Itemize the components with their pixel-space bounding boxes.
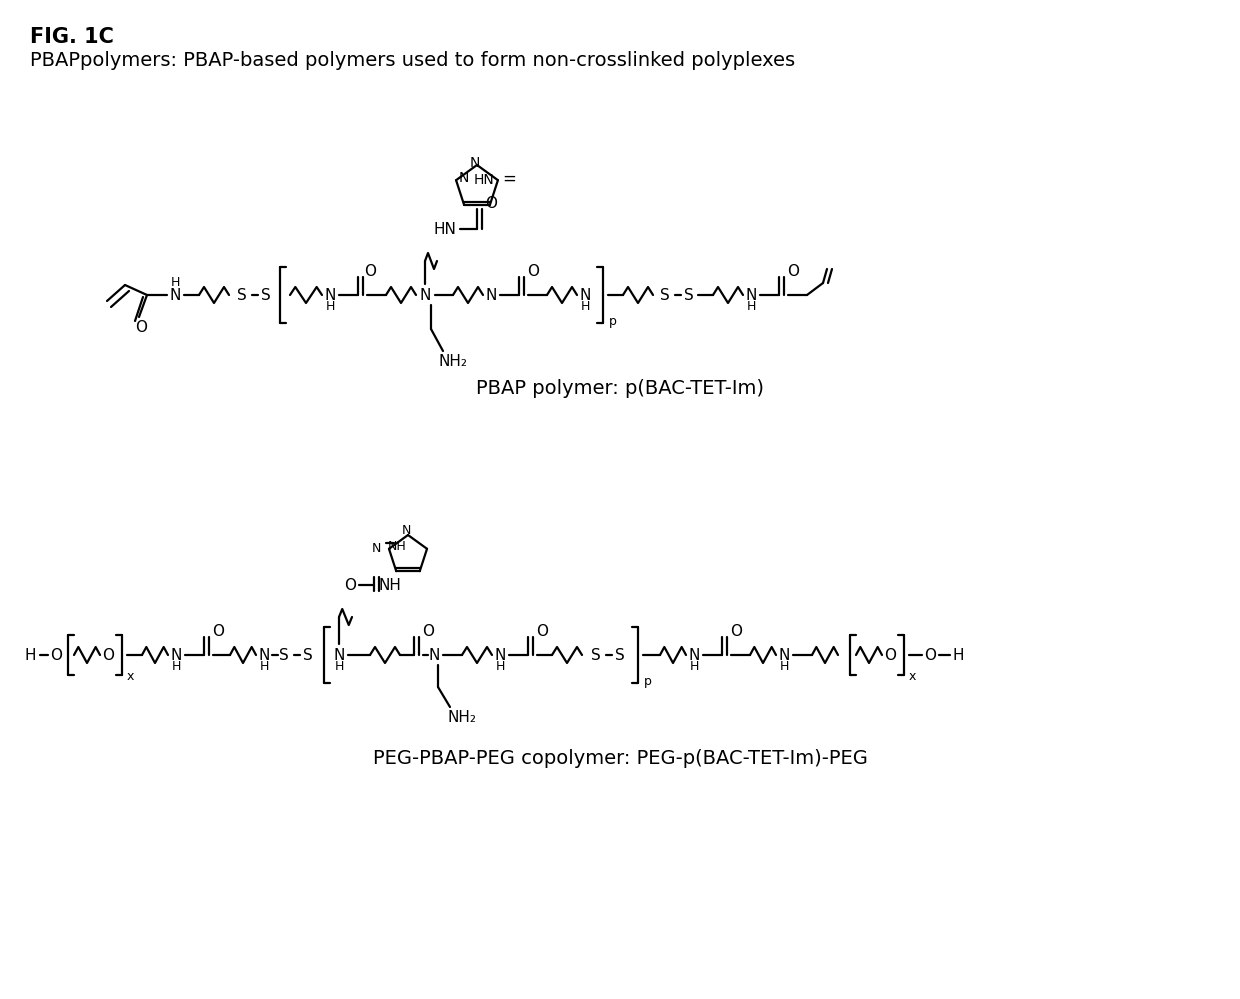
Text: N: N (325, 288, 336, 303)
Text: N: N (485, 288, 497, 303)
Text: NH: NH (378, 577, 402, 592)
Text: N: N (579, 288, 590, 303)
Text: NH₂: NH₂ (439, 354, 467, 369)
Text: N: N (334, 647, 345, 662)
Text: N: N (419, 288, 430, 303)
Text: N: N (428, 647, 440, 662)
Text: N: N (495, 647, 506, 662)
Text: FIG. 1C: FIG. 1C (30, 27, 114, 47)
Text: NH₂: NH₂ (448, 709, 476, 724)
Text: H: H (779, 660, 789, 673)
Text: O: O (884, 647, 897, 662)
Text: N: N (459, 171, 469, 185)
Text: O: O (536, 623, 548, 638)
Text: N: N (170, 647, 182, 662)
Text: H: H (580, 301, 590, 314)
Text: O: O (485, 196, 497, 211)
Text: H: H (170, 277, 180, 290)
Text: O: O (527, 264, 539, 279)
Text: N: N (170, 288, 181, 303)
Text: S: S (262, 288, 270, 303)
Text: O: O (422, 623, 434, 638)
Text: S: S (279, 647, 289, 662)
Text: N: N (688, 647, 699, 662)
Text: S: S (591, 647, 601, 662)
Text: S: S (615, 647, 625, 662)
Text: HN: HN (474, 173, 495, 187)
Text: H: H (746, 301, 755, 314)
Text: S: S (303, 647, 312, 662)
Text: PBAPpolymers: PBAP-based polymers used to form non-crosslinked polyplexes: PBAPpolymers: PBAP-based polymers used t… (30, 52, 795, 71)
Text: N: N (745, 288, 756, 303)
Text: O: O (50, 647, 62, 662)
Text: S: S (684, 288, 694, 303)
Text: O: O (730, 623, 742, 638)
Text: O: O (135, 320, 148, 335)
Text: =: = (502, 170, 516, 188)
Text: NH: NH (388, 540, 407, 553)
Text: N: N (402, 524, 410, 537)
Text: O: O (102, 647, 114, 662)
Text: H: H (495, 660, 505, 673)
Text: PBAP polymer: p(BAC-TET-Im): PBAP polymer: p(BAC-TET-Im) (476, 380, 764, 399)
Text: HN: HN (434, 222, 456, 237)
Text: H: H (171, 660, 181, 673)
Text: H: H (952, 647, 963, 662)
Text: p: p (609, 315, 618, 328)
Text: PEG-PBAP-PEG copolymer: PEG-p(BAC-TET-Im)-PEG: PEG-PBAP-PEG copolymer: PEG-p(BAC-TET-Im… (372, 749, 868, 768)
Text: H: H (335, 660, 343, 673)
Text: O: O (924, 647, 936, 662)
Text: p: p (644, 674, 652, 687)
Text: O: O (343, 577, 356, 592)
Text: H: H (325, 301, 335, 314)
Text: N: N (258, 647, 269, 662)
Text: x: x (126, 670, 134, 683)
Text: N: N (470, 156, 480, 170)
Text: H: H (689, 660, 698, 673)
Text: S: S (660, 288, 670, 303)
Text: O: O (212, 623, 224, 638)
Text: x: x (909, 670, 915, 683)
Text: O: O (365, 264, 376, 279)
Text: O: O (787, 264, 799, 279)
Text: H: H (259, 660, 269, 673)
Text: N: N (371, 542, 381, 555)
Text: N: N (779, 647, 790, 662)
Text: H: H (25, 647, 36, 662)
Text: S: S (237, 288, 247, 303)
